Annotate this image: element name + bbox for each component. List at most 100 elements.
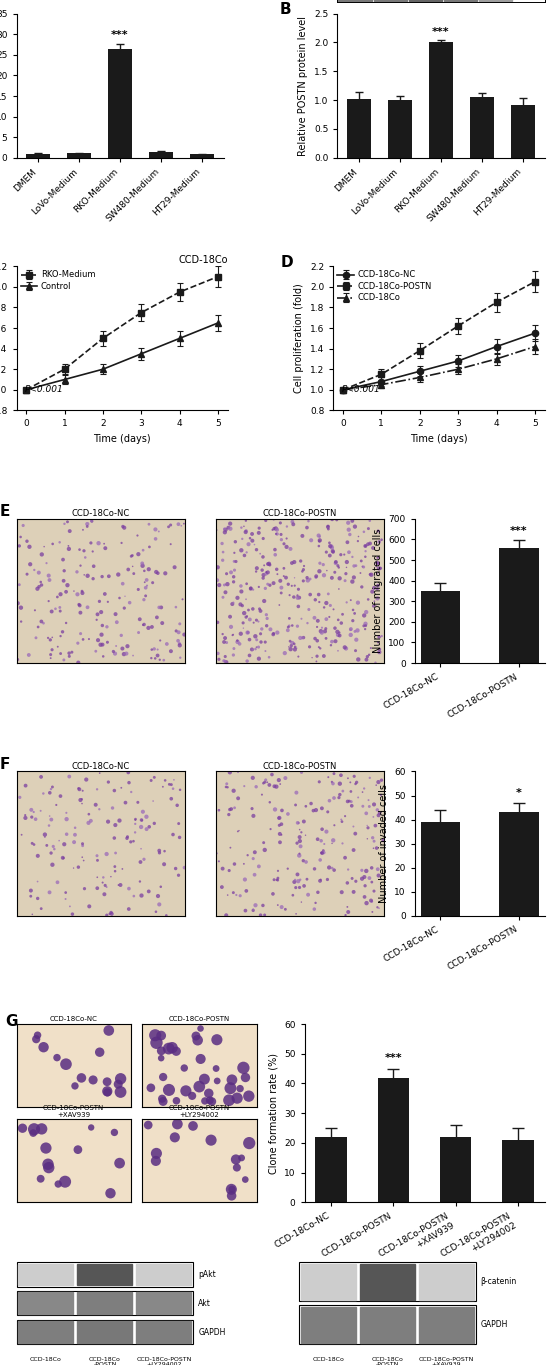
Point — [285, 607, 294, 629]
Point — [311, 588, 320, 610]
Point — [233, 820, 242, 842]
Point — [288, 551, 296, 573]
Point — [373, 577, 382, 599]
Point — [319, 554, 328, 576]
Point — [260, 590, 268, 612]
Point — [368, 827, 377, 849]
Point — [174, 513, 183, 535]
Point — [83, 513, 92, 535]
Point — [237, 517, 246, 539]
Point — [315, 535, 323, 557]
Point — [95, 799, 104, 820]
Point — [111, 860, 119, 882]
Point — [56, 601, 64, 622]
Point — [374, 771, 383, 793]
Point — [45, 569, 54, 591]
Point — [243, 605, 251, 627]
Point — [300, 556, 309, 577]
Point — [142, 818, 151, 839]
Point — [218, 587, 227, 609]
Point — [229, 644, 238, 666]
Title: CCD-18Co-POSTN
+LY294002: CCD-18Co-POSTN +LY294002 — [169, 1104, 230, 1118]
Point — [47, 601, 56, 622]
Text: CCD-18Co
-POSTN: CCD-18Co -POSTN — [371, 1357, 403, 1365]
Point — [328, 536, 337, 558]
Point — [373, 546, 382, 568]
Point — [312, 565, 321, 587]
Point — [265, 646, 273, 667]
Point — [291, 636, 300, 658]
Point — [273, 870, 282, 891]
Point — [47, 842, 56, 864]
Point — [316, 553, 324, 575]
Point — [323, 868, 332, 890]
Point — [37, 1118, 46, 1140]
Title: CCD-18Co-NC: CCD-18Co-NC — [72, 509, 130, 519]
Point — [295, 587, 304, 609]
Point — [222, 777, 230, 799]
Point — [281, 898, 290, 920]
Point — [309, 800, 318, 822]
Point — [110, 779, 119, 801]
Point — [16, 526, 25, 547]
Point — [254, 521, 263, 543]
Point — [374, 804, 383, 826]
Point — [157, 1047, 166, 1069]
Point — [227, 799, 236, 820]
Point — [61, 882, 70, 904]
Bar — [299, 1263, 476, 1301]
Point — [213, 612, 222, 633]
Point — [368, 580, 377, 602]
Point — [58, 846, 67, 868]
Point — [48, 777, 57, 799]
Point — [85, 628, 94, 650]
Point — [348, 794, 356, 816]
Point — [134, 621, 143, 643]
Point — [299, 811, 308, 833]
Point — [330, 815, 339, 837]
Bar — [19, 1264, 74, 1286]
Point — [107, 902, 116, 924]
Point — [200, 1069, 209, 1091]
Point — [369, 595, 378, 617]
Title: CCD-18Co-NC: CCD-18Co-NC — [50, 1017, 97, 1022]
Point — [296, 868, 305, 890]
Point — [233, 1156, 241, 1178]
Point — [262, 614, 271, 636]
Point — [230, 560, 239, 581]
Point — [45, 805, 54, 827]
Point — [221, 650, 229, 672]
Point — [368, 536, 377, 558]
Point — [360, 867, 368, 889]
Point — [193, 1029, 202, 1051]
Point — [91, 640, 100, 662]
Point — [317, 617, 326, 639]
Bar — [19, 1293, 74, 1314]
Point — [295, 845, 304, 867]
Point — [175, 779, 184, 801]
Point — [302, 517, 311, 539]
Point — [256, 543, 265, 565]
Point — [269, 572, 278, 594]
Point — [40, 535, 48, 557]
Point — [244, 599, 253, 621]
Text: P<0.001: P<0.001 — [25, 385, 64, 393]
Point — [317, 842, 326, 864]
Text: ***: *** — [111, 30, 129, 41]
Point — [277, 814, 286, 835]
Point — [297, 607, 306, 629]
Point — [263, 553, 272, 575]
Point — [298, 627, 307, 648]
Point — [241, 1066, 250, 1088]
Point — [65, 520, 74, 542]
Point — [271, 799, 279, 820]
Point — [233, 1088, 241, 1110]
Point — [367, 871, 376, 893]
Point — [21, 807, 30, 829]
Point — [272, 870, 281, 891]
Point — [218, 532, 227, 554]
Point — [311, 628, 320, 650]
Point — [358, 860, 366, 882]
Point — [174, 621, 183, 643]
Point — [127, 545, 136, 566]
